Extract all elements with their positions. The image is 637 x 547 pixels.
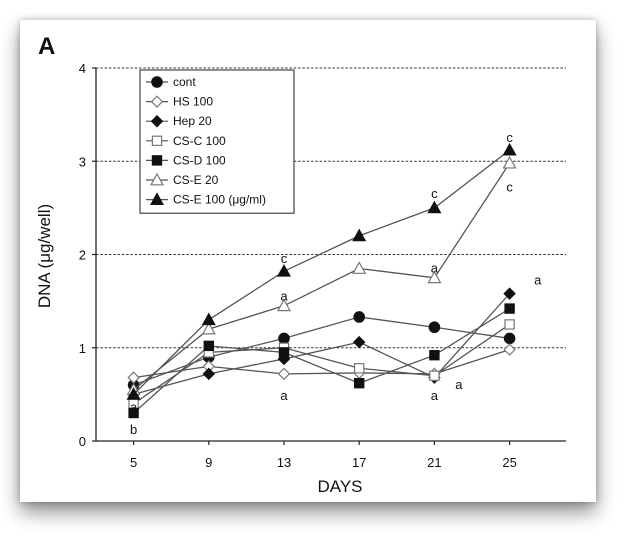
series-3-point-3 (354, 363, 365, 374)
series-4-point-1 (203, 340, 214, 352)
series-0-point-5 (503, 332, 516, 345)
annotation-4: a (280, 388, 288, 403)
y-axis-title: DNA (μg/well) (35, 204, 54, 308)
legend-marker-0 (151, 76, 163, 88)
series-6-point-0 (126, 387, 141, 400)
legend-label-4: CS-D 100 (173, 153, 226, 167)
series-3-point-5 (504, 319, 515, 330)
series-4-point-0 (128, 407, 139, 419)
series-0-point-4 (428, 321, 441, 334)
y-tick-label-1: 1 (79, 341, 86, 356)
legend-label-0: cont (173, 75, 196, 89)
x-tick-label-3: 17 (352, 455, 366, 470)
series-6-point-4 (427, 200, 442, 214)
series-4 (128, 303, 515, 419)
annotation-1: b (130, 422, 137, 437)
legend-entry-3: CS-C 100 (146, 134, 226, 148)
series-2-point-1 (202, 367, 216, 381)
y-tick-label-0: 0 (79, 434, 86, 449)
annotation-0: a (130, 399, 138, 414)
series-4-point-5 (504, 303, 515, 314)
y-tick-label-2: 2 (79, 248, 86, 263)
series-5-point-2 (276, 298, 292, 312)
legend-label-3: CS-C 100 (173, 134, 226, 148)
tick-labels: 0 1 2 3 4 5 9 13 17 21 25 (79, 61, 517, 470)
x-tick-label-0: 5 (130, 455, 137, 470)
x-tick-label-4: 21 (427, 455, 441, 470)
y-tick-label-4: 4 (79, 61, 86, 76)
annotation-7: a (431, 388, 439, 403)
annotation-2: c (281, 251, 288, 266)
legend-label-2: Hep 20 (173, 114, 212, 128)
series-1-point-5 (503, 343, 516, 356)
series-4-point-2 (278, 347, 290, 358)
series-3 (128, 319, 515, 409)
legend-label-6: CS-E 100 (μg/ml) (173, 193, 266, 207)
x-tick-label-5: 25 (502, 455, 516, 470)
series-2-point-3 (352, 335, 366, 349)
series-0-point-2 (278, 332, 290, 345)
legend-entry-4: CS-D 100 (146, 153, 226, 167)
legend-box (139, 69, 295, 214)
series-6-point-1 (201, 312, 216, 326)
legend: cont HS 100 Hep 20 CS-C 100 CS-D 100 CS-E 20 C… (139, 69, 295, 214)
legend-marker-3 (151, 135, 163, 146)
legend-marker-4 (151, 155, 163, 166)
legend-marker-5 (149, 172, 165, 186)
series-layer (126, 142, 517, 419)
legend-marker-1 (150, 95, 164, 108)
annotation-9: c (506, 130, 513, 145)
series-3-point-4 (429, 370, 440, 381)
annotation-10: c (506, 179, 513, 194)
legend-entry-5: CS-E 20 (146, 172, 219, 187)
panel-label: A (38, 33, 55, 60)
annotation-5: c (431, 186, 438, 201)
series-line-6 (133, 149, 510, 395)
series-5-point-1 (201, 321, 216, 335)
legend-entry-2: Hep 20 (146, 114, 212, 128)
series-6-point-2 (276, 264, 292, 277)
y-tick-label-3: 3 (79, 154, 86, 169)
series-line-1 (133, 348, 510, 379)
legend-entry-0: cont (146, 75, 196, 89)
legend-entry-6: CS-E 100 (μg/ml) (146, 192, 266, 207)
annotation-8: a (455, 377, 463, 392)
series-5-point-5 (502, 155, 517, 169)
series-4-point-3 (354, 377, 365, 389)
legend-marker-6 (149, 192, 165, 205)
series-5-point-4 (427, 270, 442, 284)
series-1-point-2 (277, 367, 291, 381)
annotation-11: a (534, 273, 542, 288)
series-2-point-5 (503, 287, 516, 300)
series-line-4 (133, 308, 510, 414)
series-5-point-3 (352, 261, 367, 274)
x-axis-title: DAYS (317, 477, 362, 496)
legend-label-1: HS 100 (173, 95, 213, 109)
series-line-2 (133, 293, 511, 396)
series-6 (126, 142, 517, 400)
annotation-6: a (431, 260, 439, 275)
x-tick-label-2: 13 (277, 455, 291, 470)
legend-marker-2 (150, 114, 164, 128)
series-6-point-5 (502, 142, 517, 156)
series-6-point-3 (352, 228, 367, 242)
x-tick-label-1: 9 (205, 455, 212, 470)
annotation-3: a (280, 288, 288, 303)
series-0-point-3 (353, 311, 365, 323)
legend-label-5: CS-E 20 (173, 173, 219, 187)
legend-entry-1: HS 100 (146, 95, 213, 109)
series-4-point-4 (429, 350, 440, 361)
axes (92, 67, 566, 445)
series-line-3 (133, 323, 510, 405)
series-line-5 (133, 162, 511, 391)
